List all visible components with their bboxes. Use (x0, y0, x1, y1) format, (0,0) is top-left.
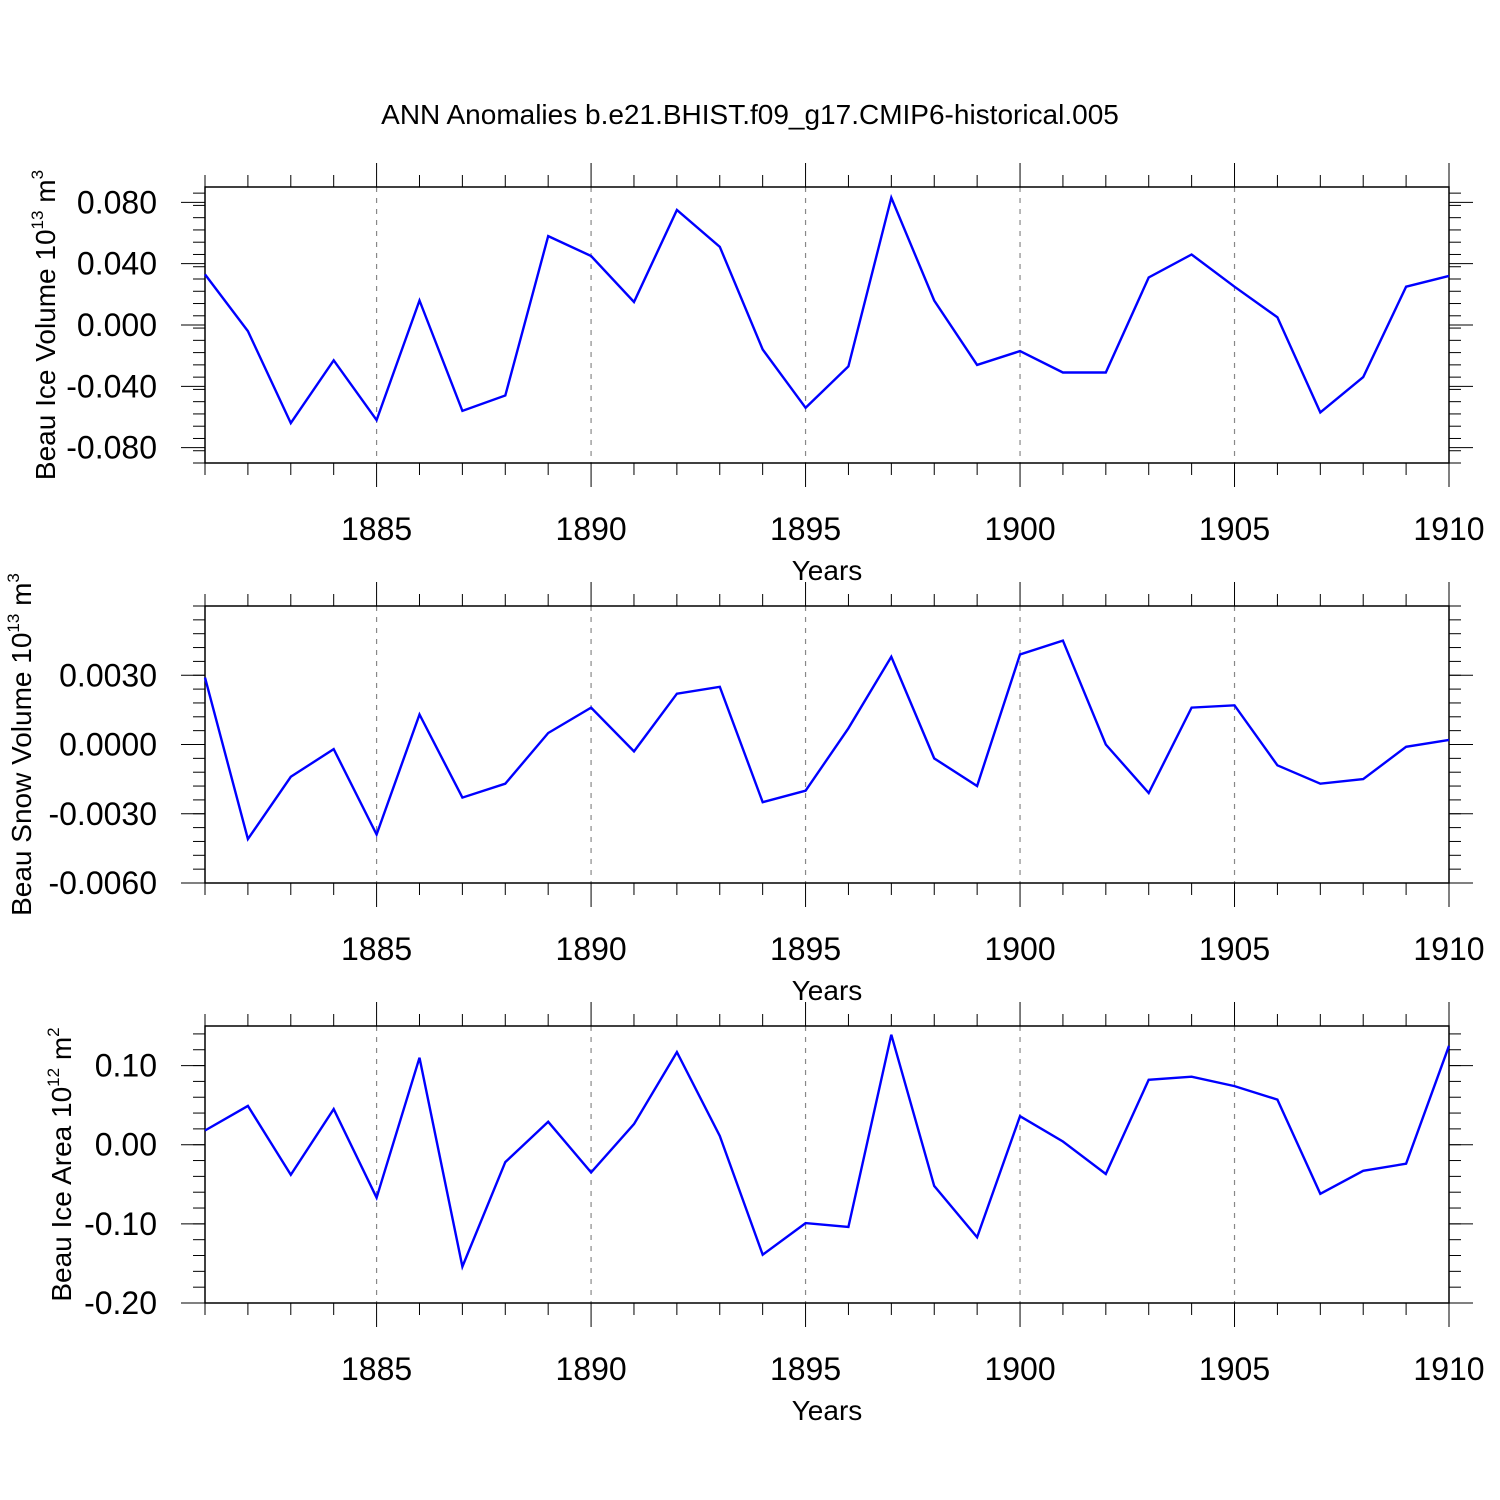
x-tick-label: 1895 (770, 511, 841, 547)
x-tick-label: 1885 (341, 511, 412, 547)
x-tick-label: 1885 (341, 931, 412, 967)
y-tick-label: -0.080 (66, 430, 157, 466)
y-axis-label: Beau Ice Volume 1013 m3 (28, 170, 61, 480)
y-tick-label: -0.10 (84, 1206, 157, 1242)
y-tick-label: 0.0030 (59, 657, 157, 693)
x-tick-label: 1890 (555, 511, 626, 547)
x-tick-label: 1890 (555, 931, 626, 967)
x-tick-label: 1900 (984, 1351, 1055, 1387)
y-tick-label: 0.000 (77, 307, 157, 343)
x-tick-label: 1890 (555, 1351, 626, 1387)
x-tick-label: 1895 (770, 931, 841, 967)
y-axis-label: Beau Snow Volume 1013 m3 (4, 573, 37, 916)
chart-title: ANN Anomalies b.e21.BHIST.f09_g17.CMIP6-… (381, 99, 1119, 130)
panel-3: -0.20 -0.10 0.00 0.10 1885 1890 1895 1900 1905 19… (44, 1002, 1485, 1426)
x-tick-label: 1900 (984, 931, 1055, 967)
plot-frame (204, 186, 1450, 464)
y-tick-label: 0.040 (77, 246, 157, 282)
x-tick-label: 1910 (1413, 511, 1484, 547)
y-tick-label: -0.040 (66, 368, 157, 404)
series-line (204, 193, 1450, 426)
y-tick-label: 0.0000 (59, 727, 157, 763)
series-line (203, 639, 1450, 842)
x-tick-label: 1905 (1199, 931, 1270, 967)
panel-1: -0.080 -0.040 0.000 0.040 0.080 1885 1890 1895 1… (28, 163, 1485, 586)
y-axis-label: Beau Ice Area 1012 m2 (44, 1027, 77, 1301)
y-tick-label: 0.00 (95, 1127, 157, 1163)
x-tick-label: 1910 (1413, 1351, 1484, 1387)
y-tick-label: 0.10 (95, 1048, 157, 1084)
x-axis-label: Years (792, 1395, 863, 1426)
x-axis-label: Years (792, 975, 863, 1006)
panel-2: -0.0060 -0.0030 0.0000 0.0030 1885 1890 1895 19… (4, 573, 1485, 1006)
plot-frame (204, 605, 1450, 884)
x-axis-label: Years (792, 555, 863, 586)
y-tick-label: -0.0060 (48, 865, 157, 901)
y-tick-label: -0.20 (84, 1285, 157, 1321)
x-tick-label: 1885 (341, 1351, 412, 1387)
x-tick-label: 1905 (1199, 1351, 1270, 1387)
plot-frame (204, 1025, 1450, 1304)
series-line (204, 1034, 1451, 1271)
y-tick-label: -0.0030 (48, 796, 157, 832)
x-tick-label: 1895 (770, 1351, 841, 1387)
y-tick-label: 0.080 (77, 184, 157, 220)
x-tick-label: 1905 (1199, 511, 1270, 547)
x-tick-label: 1900 (984, 511, 1055, 547)
x-tick-label: 1910 (1413, 931, 1484, 967)
